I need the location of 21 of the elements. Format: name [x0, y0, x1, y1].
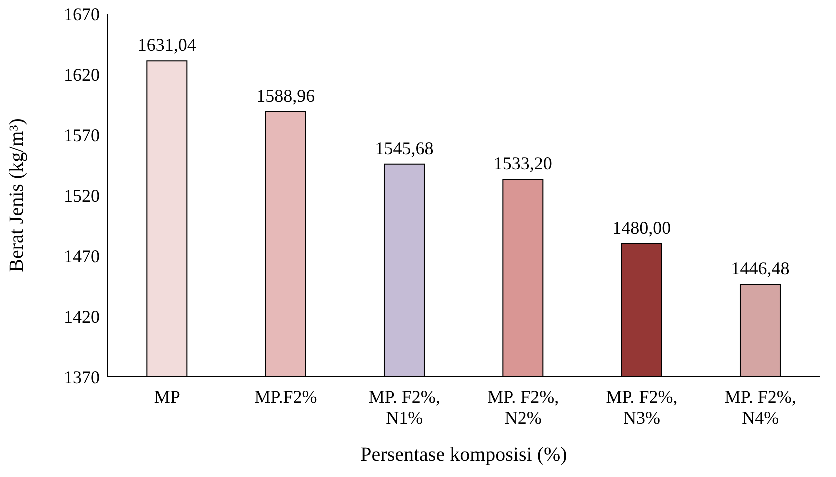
x-tick-label: MP. F2%, N4%	[724, 387, 796, 428]
y-tick-label: 1370	[64, 367, 100, 388]
data-label: 1446,48	[731, 258, 790, 278]
data-label: 1588,96	[256, 86, 316, 106]
y-axis-title: Berat Jenis (kg/m³)	[6, 118, 28, 272]
data-label: 1480,00	[612, 218, 672, 238]
x-tick-label: MP. F2%, N3%	[606, 387, 678, 428]
data-label: 1631,04	[138, 35, 196, 56]
y-tick-label: 1620	[64, 64, 100, 85]
y-tick-label: 1520	[64, 186, 100, 206]
x-axis-title: Persentase komposisi (%)	[360, 444, 568, 466]
x-tick-label: MP. F2%, N1%	[368, 387, 440, 428]
y-tick-label: 1470	[64, 246, 100, 266]
y-tick-label: 1570	[64, 125, 100, 146]
data-label: 1533,20	[494, 154, 552, 174]
x-tick-label: MP. F2%, N2%	[488, 387, 560, 428]
y-tick-label: 1670	[64, 4, 100, 24]
x-tick-label: MP	[154, 387, 180, 407]
x-tick-label: MP.F2%	[254, 387, 318, 407]
y-tick-label: 1420	[64, 306, 100, 327]
data-label: 1545,68	[375, 138, 434, 158]
